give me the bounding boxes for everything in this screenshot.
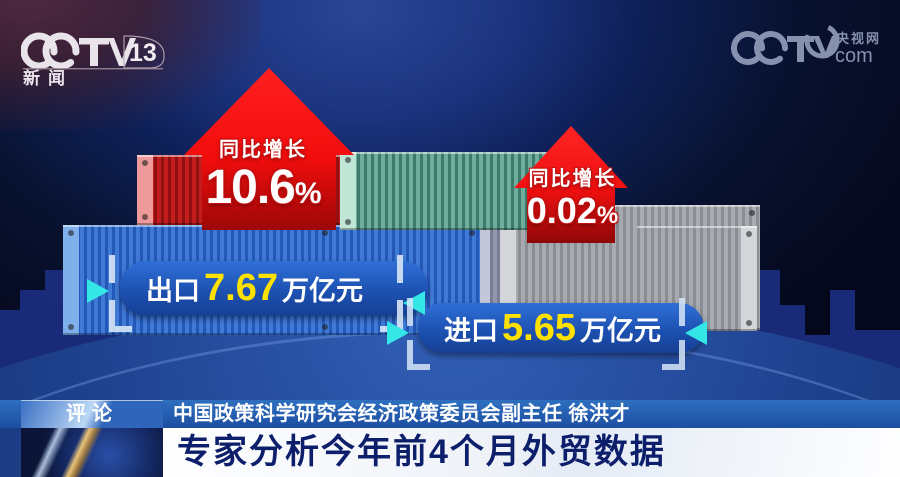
svg-text:新闻: 新闻	[23, 68, 73, 87]
svg-text:com: com	[835, 45, 873, 67]
svg-text:13: 13	[129, 39, 157, 67]
svg-text:央视网: 央视网	[836, 31, 881, 46]
